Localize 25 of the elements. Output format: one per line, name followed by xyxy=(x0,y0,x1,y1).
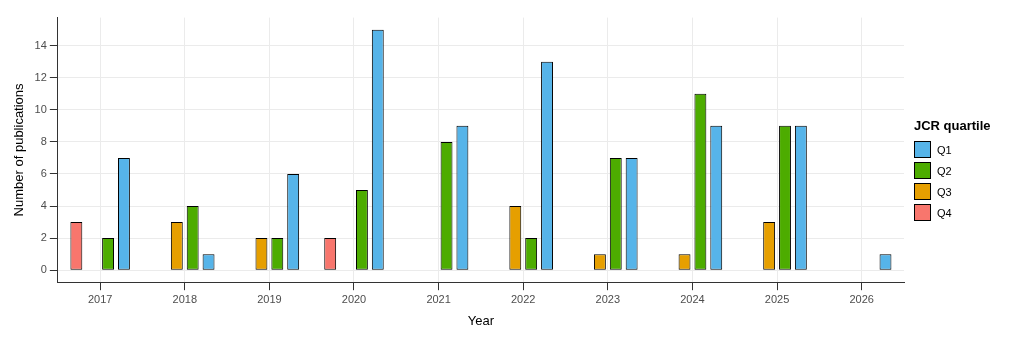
y-tick-label: 6 xyxy=(40,166,47,179)
x-tick-label: 2019 xyxy=(257,292,282,305)
y-tick-label: 8 xyxy=(40,134,47,147)
x-tick-label: 2025 xyxy=(764,292,790,305)
y-tick-label: 0 xyxy=(40,263,47,276)
legend-label: Q3 xyxy=(937,185,952,198)
legend-label: Q1 xyxy=(937,143,952,156)
y-axis-title: Number of publications xyxy=(11,82,27,217)
y-tick-label: 4 xyxy=(40,199,47,212)
x-tick-label: 2017 xyxy=(87,292,113,305)
x-tick-label: 2021 xyxy=(426,292,451,305)
y-tick-label: 2 xyxy=(40,231,47,244)
y-tick-label: 12 xyxy=(34,70,47,83)
legend-label: Q4 xyxy=(937,206,952,219)
legend-label: Q2 xyxy=(937,164,952,177)
x-tick-label: 2024 xyxy=(680,292,705,305)
x-tick-label: 2020 xyxy=(341,292,367,305)
legend-title: JCR quartile xyxy=(914,118,991,133)
x-tick-label: 2026 xyxy=(849,292,874,305)
x-tick-label: 2018 xyxy=(172,292,197,305)
y-tick-label: 14 xyxy=(34,38,47,51)
x-tick-label: 2023 xyxy=(595,292,621,305)
x-tick-label: 2022 xyxy=(510,292,536,305)
x-axis-title: Year xyxy=(467,312,495,328)
y-tick-label: 10 xyxy=(34,102,47,115)
